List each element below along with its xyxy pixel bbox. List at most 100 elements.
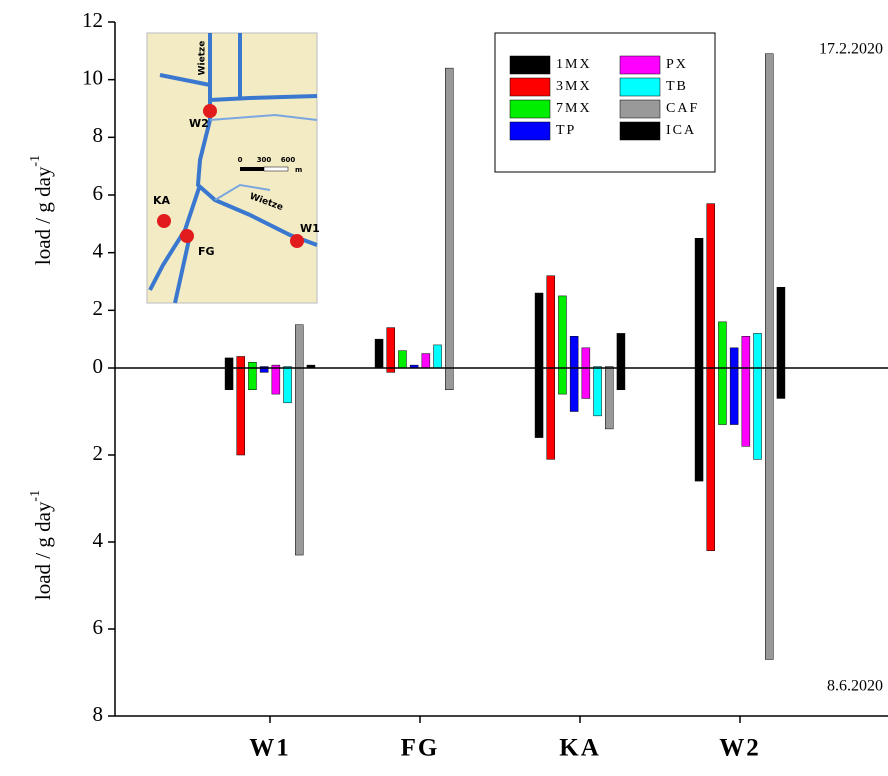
bar: [535, 368, 543, 438]
map-scale-label: m: [295, 166, 302, 174]
y-tick-label: 8: [93, 123, 104, 147]
y-tick-label: 2: [93, 296, 104, 320]
x-tick-label: KA: [559, 735, 601, 762]
x-tick-label: W2: [719, 735, 761, 762]
bar: [570, 336, 578, 368]
bar: [558, 368, 566, 394]
y-axis-label: load / g day-1: [28, 155, 55, 265]
bar: [594, 368, 602, 416]
bar: [582, 368, 590, 398]
legend-swatch: [510, 56, 550, 74]
bar: [398, 351, 406, 368]
y-tick-label: 4: [93, 238, 104, 262]
bar: [248, 362, 256, 368]
map-scale-label: 300: [257, 156, 272, 164]
bar: [718, 322, 726, 368]
bar: [445, 68, 453, 368]
bar: [237, 356, 245, 368]
legend-swatch: [510, 78, 550, 96]
legend-label: PX: [666, 57, 688, 72]
map-label: W1: [300, 222, 320, 235]
bar: [284, 368, 292, 403]
bar: [445, 368, 453, 390]
y-axis-label-exponent: -1: [28, 155, 43, 167]
y-tick-label: 6: [93, 181, 104, 205]
y-axis-label-text: load / g day: [31, 166, 55, 265]
bar: [237, 368, 245, 455]
bar: [570, 368, 578, 412]
bar: [295, 325, 303, 368]
legend-label: 1MX: [556, 57, 592, 72]
legend-swatch: [620, 122, 660, 140]
bar: [617, 368, 625, 390]
map-background: [147, 33, 317, 303]
legend-label: ICA: [666, 123, 696, 138]
bar: [582, 348, 590, 368]
panel-annotation: 8.6.2020: [827, 678, 883, 695]
panel-annotation: 17.2.2020: [819, 41, 883, 58]
bar: [754, 368, 762, 459]
bar: [742, 368, 750, 446]
y-tick-label: 4: [93, 528, 104, 552]
bar: [765, 368, 773, 659]
map-label: Wietze: [198, 41, 208, 76]
legend-label: TB: [666, 79, 688, 94]
legend-swatch: [620, 100, 660, 118]
legend-swatch: [620, 56, 660, 74]
bar: [375, 339, 383, 368]
map-scale-label: 600: [281, 156, 296, 164]
bar: [730, 368, 738, 425]
map-site: [203, 104, 217, 118]
map-scale-label: 0: [238, 156, 243, 164]
legend-swatch: [510, 122, 550, 140]
bar: [765, 54, 773, 368]
bar: [558, 296, 566, 368]
y-tick-label: 6: [93, 615, 104, 639]
y-tick-label: 2: [93, 441, 104, 465]
legend-swatch: [620, 78, 660, 96]
bar: [777, 368, 785, 398]
y-tick-label: 8: [93, 702, 104, 726]
x-tick-label: W1: [249, 735, 291, 762]
y-tick-label: 10: [82, 65, 103, 89]
legend-label: 3MX: [556, 79, 592, 94]
bar: [695, 368, 703, 481]
bar: [547, 368, 555, 459]
legend-label: 7MX: [556, 101, 592, 116]
bar: [248, 368, 256, 390]
chart: Wietze W2 KA FG W1 Wietze 0 300 600 m 17…: [0, 0, 888, 776]
legend-label: TP: [556, 123, 576, 138]
bar: [272, 368, 280, 394]
map-label: W2: [189, 117, 209, 130]
y-axis-label-exponent: -1: [28, 490, 43, 502]
map-label: FG: [198, 245, 215, 258]
bar: [605, 368, 613, 429]
bar: [754, 333, 762, 368]
bar: [718, 368, 726, 425]
y-tick-label: 0: [93, 354, 104, 378]
map-label: KA: [153, 194, 171, 207]
bar: [777, 287, 785, 368]
legend-swatch: [510, 100, 550, 118]
bar: [742, 336, 750, 368]
bar: [225, 368, 233, 390]
bar: [535, 293, 543, 368]
bar: [387, 328, 395, 368]
y-tick-label: 12: [82, 8, 103, 32]
map-site: [157, 214, 171, 228]
y-axis-label-text: load / g day: [31, 501, 55, 600]
bar: [434, 345, 442, 368]
bar: [547, 276, 555, 368]
map-site: [290, 234, 304, 248]
bar: [695, 238, 703, 368]
map-site: [180, 229, 194, 243]
y-axis-label: load / g day-1: [28, 490, 55, 600]
bar: [707, 368, 715, 551]
bar: [707, 204, 715, 368]
inset-map: Wietze W2 KA FG W1 Wietze 0 300 600 m: [147, 33, 320, 303]
legend-label: CAF: [666, 101, 699, 116]
bar: [422, 354, 430, 368]
bar: [617, 333, 625, 368]
legend: 1MX 3MX 7MX TP PX TB CAF ICA: [495, 33, 715, 172]
map-scale: [264, 167, 288, 171]
